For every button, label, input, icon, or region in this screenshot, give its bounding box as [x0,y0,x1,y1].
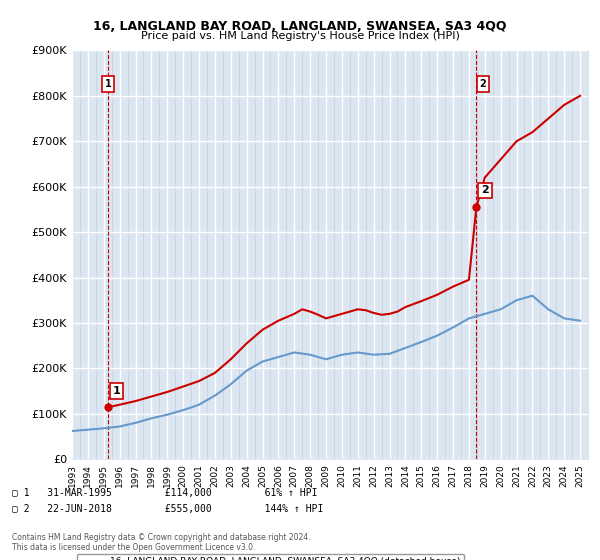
Legend: 16, LANGLAND BAY ROAD, LANGLAND, SWANSEA, SA3 4QQ (detached house), HPI: Average: 16, LANGLAND BAY ROAD, LANGLAND, SWANSEA… [77,554,464,560]
Text: Contains HM Land Registry data © Crown copyright and database right 2024.
This d: Contains HM Land Registry data © Crown c… [12,533,311,552]
Text: 16, LANGLAND BAY ROAD, LANGLAND, SWANSEA, SA3 4QQ: 16, LANGLAND BAY ROAD, LANGLAND, SWANSEA… [93,20,507,32]
Text: 2: 2 [479,79,487,88]
Text: ▢ 2   22-JUN-2018         £555,000         144% ↑ HPI: ▢ 2 22-JUN-2018 £555,000 144% ↑ HPI [12,505,323,515]
Text: ▢ 1   31-MAR-1995         £114,000         61% ↑ HPI: ▢ 1 31-MAR-1995 £114,000 61% ↑ HPI [12,488,317,498]
Text: 2: 2 [481,185,489,195]
Text: 1: 1 [104,79,111,88]
Text: Price paid vs. HM Land Registry's House Price Index (HPI): Price paid vs. HM Land Registry's House … [140,31,460,41]
Text: 1: 1 [112,386,120,396]
